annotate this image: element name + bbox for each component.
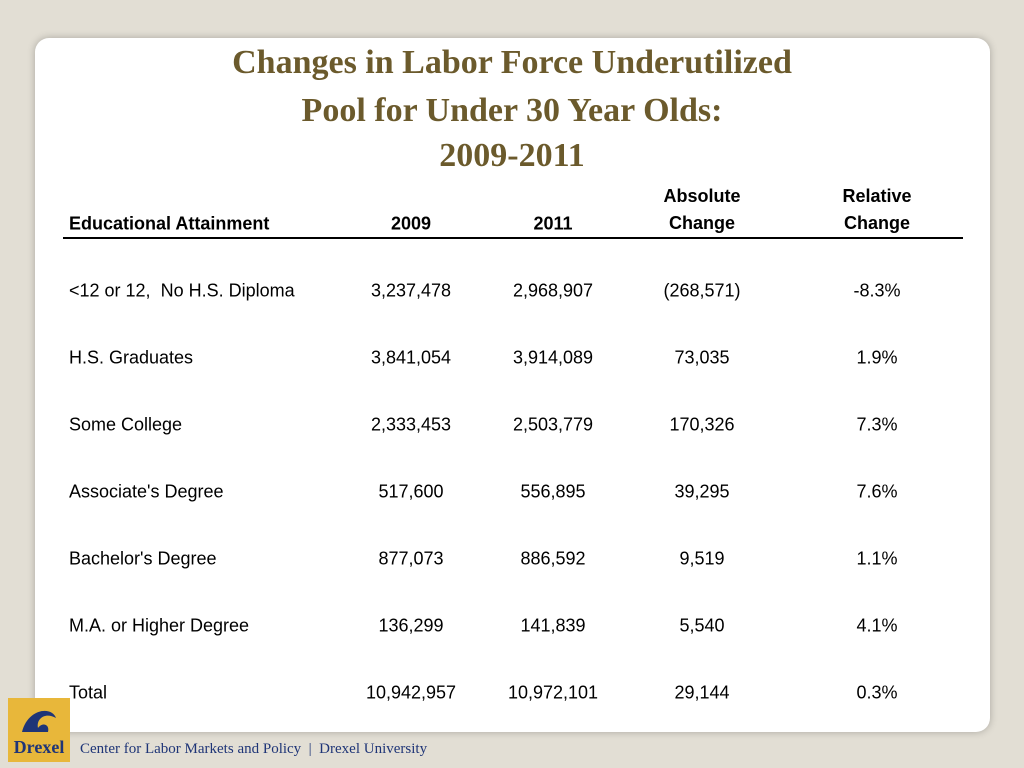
table-cell: 39,295	[674, 481, 730, 502]
column-header: Relative Change	[842, 186, 912, 233]
title-line: Pool for Under 30 Year Olds:	[301, 92, 723, 129]
logo: Drexel	[8, 698, 70, 762]
table-cell: 1.9%	[856, 347, 898, 368]
table-cell: 5,540	[679, 615, 725, 636]
column-header: Educational Attainment	[69, 213, 270, 234]
table-cell: 0.3%	[856, 682, 898, 703]
row-label: Total	[69, 682, 108, 703]
row-label: Associate's Degree	[69, 481, 224, 502]
table-cell: -8.3%	[853, 280, 901, 301]
table-cell: 877,073	[378, 548, 444, 569]
table-cell: (268,571)	[663, 280, 741, 301]
row-label: M.A. or Higher Degree	[69, 615, 250, 636]
title-line: 2009-2011	[439, 137, 585, 174]
column-header: Absolute Change	[663, 186, 741, 233]
logo-text: Drexel	[13, 737, 65, 757]
row-label: <12 or 12, No H.S. Diploma	[69, 280, 295, 301]
table-cell: 2,333,453	[370, 414, 452, 435]
table-cell: 4.1%	[856, 615, 898, 636]
table-cell: 2,503,779	[512, 414, 594, 435]
footer-text: Center for Labor Markets and Policy | Dr…	[80, 741, 428, 757]
table-cell: 10,972,101	[507, 682, 599, 703]
table-cell: 517,600	[378, 481, 444, 502]
table-cell: 3,237,478	[370, 280, 452, 301]
table-cell: 556,895	[520, 481, 586, 502]
table-cell: 73,035	[674, 347, 730, 368]
table-cell: 3,841,054	[370, 347, 452, 368]
table-cell: 136,299	[378, 615, 444, 636]
column-header: 2011	[533, 213, 573, 234]
table-cell: 7.3%	[856, 414, 898, 435]
logo-emblem	[22, 710, 56, 732]
row-label: H.S. Graduates	[69, 347, 194, 368]
title-line: Changes in Labor Force Underutilized	[232, 44, 792, 81]
row-label: Bachelor's Degree	[69, 548, 217, 569]
table-cell: 141,839	[520, 615, 586, 636]
table-cell: 3,914,089	[512, 347, 594, 368]
table-cell: 170,326	[669, 414, 735, 435]
header-rule	[63, 237, 963, 239]
column-header: 2009	[390, 213, 432, 234]
table-cell: 886,592	[520, 548, 586, 569]
table-cell: 9,519	[679, 548, 725, 569]
row-label: Some College	[69, 414, 183, 435]
table-cell: 1.1%	[856, 548, 898, 569]
table-cell: 29,144	[674, 682, 730, 703]
table-cell: 2,968,907	[512, 280, 594, 301]
table-cell: 10,942,957	[365, 682, 457, 703]
slide-card	[35, 38, 990, 732]
table-cell: 7.6%	[856, 481, 898, 502]
